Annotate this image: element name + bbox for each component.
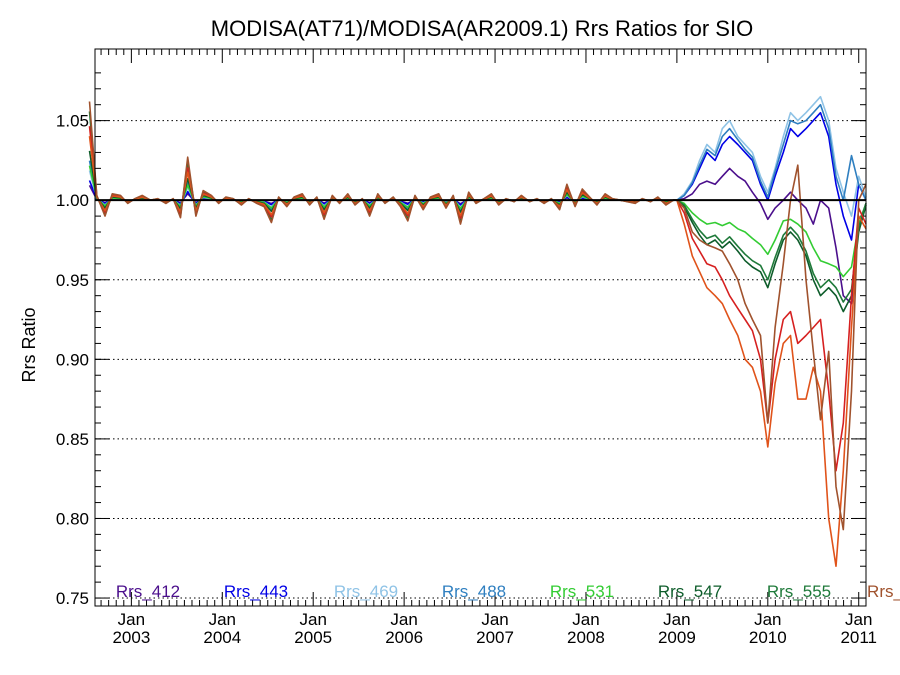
y-tick-label: 0.80 xyxy=(56,509,89,528)
x-tick-label-month: Jan xyxy=(845,610,872,629)
x-tick-label-year: 2011 xyxy=(840,628,877,647)
y-tick-label: 0.85 xyxy=(56,430,89,449)
plot-series xyxy=(88,95,867,568)
x-tick-label-year: 2005 xyxy=(294,628,332,647)
chart-title: MODISA(AT71)/MODISA(AR2009.1) Rrs Ratios… xyxy=(211,16,753,41)
x-tick-label-year: 2008 xyxy=(567,628,605,647)
x-tick-label-year: 2003 xyxy=(112,628,150,647)
plot-frame xyxy=(94,48,867,607)
legend-entry: Rrs_488 xyxy=(442,582,506,601)
series-line-rrs-667 xyxy=(88,126,867,472)
x-axis: Jan2003Jan2004Jan2005Jan2006Jan2007Jan20… xyxy=(100,49,877,647)
y-tick-label: 0.95 xyxy=(56,271,89,290)
x-tick-label-year: 2009 xyxy=(658,628,696,647)
legend-entry: Rrs_ xyxy=(867,582,900,601)
x-tick-label-year: 2007 xyxy=(476,628,514,647)
series-line-rrs-531 xyxy=(88,165,867,278)
legend-entry: Rrs_555 xyxy=(767,582,831,601)
legend: Rrs_412 Rrs_443 Rrs_469 Rrs_488 Rrs_531 Rrs_5… xyxy=(116,582,900,601)
y-tick-label: 1.05 xyxy=(56,112,89,131)
x-tick-label-year: 2010 xyxy=(749,628,787,647)
x-tick-label-year: 2004 xyxy=(203,628,241,647)
legend-entry: Rrs_531 xyxy=(550,582,614,601)
x-tick-label-month: Jan xyxy=(118,610,145,629)
x-tick-label-month: Jan xyxy=(209,610,236,629)
series-line-rrs-547 xyxy=(88,150,867,313)
y-axis-label: Rrs Ratio xyxy=(19,307,39,382)
grid-lines xyxy=(95,120,866,599)
x-tick-label-month: Jan xyxy=(663,610,690,629)
series-line-rrs-555 xyxy=(88,111,867,303)
series-line-rrs-443 xyxy=(88,111,867,241)
y-tick-label: 0.90 xyxy=(56,350,89,369)
x-tick-label-month: Jan xyxy=(572,610,599,629)
y-axis: 0.75 0.80 0.85 0.90 0.95 1.00 1.05 xyxy=(56,72,866,608)
legend-entry: Rrs_412 xyxy=(116,582,180,601)
x-tick-label-year: 2006 xyxy=(385,628,423,647)
legend-entry: Rrs_443 xyxy=(224,582,288,601)
x-tick-label-month: Jan xyxy=(481,610,508,629)
x-tick-label-month: Jan xyxy=(390,610,417,629)
series-line-rrs-645 xyxy=(88,101,867,531)
legend-entry: Rrs_547 xyxy=(658,582,722,601)
x-tick-label-month: Jan xyxy=(299,610,326,629)
y-tick-label: 1.00 xyxy=(56,191,89,210)
y-tick-label: 0.75 xyxy=(56,589,89,608)
x-tick-label-month: Jan xyxy=(754,610,781,629)
legend-entry: Rrs_469 xyxy=(334,582,398,601)
